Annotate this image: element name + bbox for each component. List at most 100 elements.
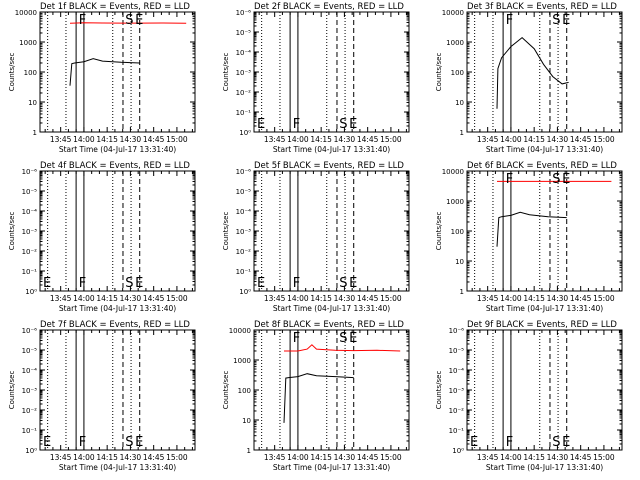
marker-label: F	[293, 331, 300, 346]
marker-label: F	[506, 172, 513, 187]
x-tick-label: 14:15	[523, 453, 545, 462]
y-tick-label: 10000	[229, 327, 251, 335]
y-tick-label: 10⁰	[239, 288, 251, 296]
panel-3	[466, 11, 623, 133]
marker-label: E	[43, 435, 51, 450]
panel-title: Det 8f BLACK = Events, RED = LLD	[254, 320, 404, 330]
x-tick-label: 14:30	[120, 294, 142, 303]
marker-label: E	[349, 117, 357, 132]
marker-label: F	[293, 117, 300, 132]
x-tick-label: 14:30	[547, 294, 569, 303]
marker-label: F	[79, 435, 86, 450]
series-line-lld	[69, 22, 187, 24]
x-tick-label: 15:00	[166, 294, 188, 303]
panel-6	[466, 170, 623, 292]
y-tick-label: 10⁻⁶	[22, 168, 38, 176]
marker-label: E	[562, 435, 570, 450]
plot-frame	[253, 170, 410, 292]
x-tick-label: 14:00	[500, 135, 522, 144]
x-tick-label: 14:00	[73, 453, 95, 462]
panel-title: Det 7f BLACK = Events, RED = LLD	[40, 320, 190, 330]
marker-label: E	[135, 13, 143, 28]
panel-7	[39, 329, 196, 451]
x-tick-label: 14:00	[500, 294, 522, 303]
y-tick-label: 10	[455, 99, 464, 107]
y-tick-label: 10⁻⁴	[22, 208, 38, 216]
marker-label: F	[506, 13, 513, 28]
y-tick-label: 10⁻²	[22, 407, 38, 415]
y-tick-label: 10⁻²	[449, 407, 465, 415]
x-tick-label: 13:45	[50, 294, 72, 303]
x-tick-label: 14:30	[334, 294, 356, 303]
marker-label: S	[552, 13, 560, 28]
y-tick-label: 10⁻⁵	[449, 347, 465, 355]
y-tick-label: 10⁻³	[22, 387, 38, 395]
marker-label: F	[79, 13, 86, 28]
y-tick-label: 10⁻⁵	[22, 347, 38, 355]
marker-label: S	[125, 276, 133, 291]
panel-title: Det 4f BLACK = Events, RED = LLD	[40, 161, 190, 171]
y-axis-label: Counts/sec	[435, 53, 443, 92]
marker-label: E	[349, 331, 357, 346]
x-tick-label: 14:15	[96, 135, 118, 144]
x-tick-label: 13:45	[50, 135, 72, 144]
x-tick-label: 14:00	[500, 453, 522, 462]
panel-title: Det 5f BLACK = Events, RED = LLD	[254, 161, 404, 171]
x-tick-label: 13:45	[264, 135, 286, 144]
series-line-lld	[284, 344, 401, 352]
plot-frame	[39, 11, 196, 133]
marker-label: S	[339, 331, 347, 346]
x-tick-label: 15:00	[380, 294, 402, 303]
x-tick-label: 13:45	[264, 453, 286, 462]
x-axis-label: Start Time (04-Jul-17 13:31:40)	[273, 145, 390, 154]
x-tick-label: 14:15	[523, 294, 545, 303]
y-tick-label: 10⁻²	[236, 89, 252, 97]
panel-8	[253, 329, 410, 451]
panel-title: Det 9f BLACK = Events, RED = LLD	[467, 320, 617, 330]
marker-label: S	[125, 435, 133, 450]
marker-label: F	[506, 435, 513, 450]
x-axis-label: Start Time (04-Jul-17 13:31:40)	[59, 463, 176, 472]
y-tick-label: 10⁻⁵	[22, 188, 38, 196]
x-axis-label: Start Time (04-Jul-17 13:31:40)	[273, 463, 390, 472]
x-tick-label: 14:45	[570, 294, 592, 303]
marker-label: E	[257, 276, 265, 291]
y-tick-label: 100	[24, 69, 37, 77]
y-tick-label: 10⁰	[25, 288, 37, 296]
y-tick-label: 1000	[19, 39, 37, 47]
marker-label: S	[339, 276, 347, 291]
panel-title: Det 2f BLACK = Events, RED = LLD	[254, 2, 404, 12]
x-tick-label: 14:30	[120, 453, 142, 462]
marker-label: E	[257, 117, 265, 132]
x-tick-label: 13:45	[264, 294, 286, 303]
y-tick-label: 10⁻⁶	[449, 327, 465, 335]
x-tick-label: 14:15	[96, 294, 118, 303]
x-tick-label: 14:00	[287, 453, 309, 462]
y-tick-label: 10⁻¹	[22, 427, 38, 435]
y-tick-label: 10⁻⁶	[236, 168, 252, 176]
y-tick-label: 100	[451, 228, 464, 236]
marker-label: E	[562, 13, 570, 28]
y-tick-label: 10⁻³	[236, 228, 252, 236]
y-tick-label: 10	[455, 258, 464, 266]
marker-label: S	[552, 172, 560, 187]
x-tick-label: 14:00	[287, 294, 309, 303]
panel-5	[253, 170, 410, 292]
x-tick-label: 15:00	[593, 453, 615, 462]
x-tick-label: 15:00	[593, 294, 615, 303]
y-tick-label: 10	[28, 99, 37, 107]
y-tick-label: 10⁻³	[449, 387, 465, 395]
panel-title: Det 3f BLACK = Events, RED = LLD	[467, 2, 617, 12]
x-tick-label: 14:15	[310, 453, 332, 462]
x-tick-label: 13:45	[50, 453, 72, 462]
y-tick-label: 10000	[442, 9, 464, 17]
y-tick-label: 10⁻²	[22, 248, 38, 256]
x-axis-label: Start Time (04-Jul-17 13:31:40)	[59, 145, 176, 154]
y-tick-label: 10⁻²	[236, 248, 252, 256]
x-tick-label: 14:15	[96, 453, 118, 462]
marker-label: E	[562, 172, 570, 187]
x-tick-label: 14:30	[547, 453, 569, 462]
y-axis-label: Counts/sec	[222, 53, 230, 92]
y-axis-label: Counts/sec	[8, 212, 16, 251]
